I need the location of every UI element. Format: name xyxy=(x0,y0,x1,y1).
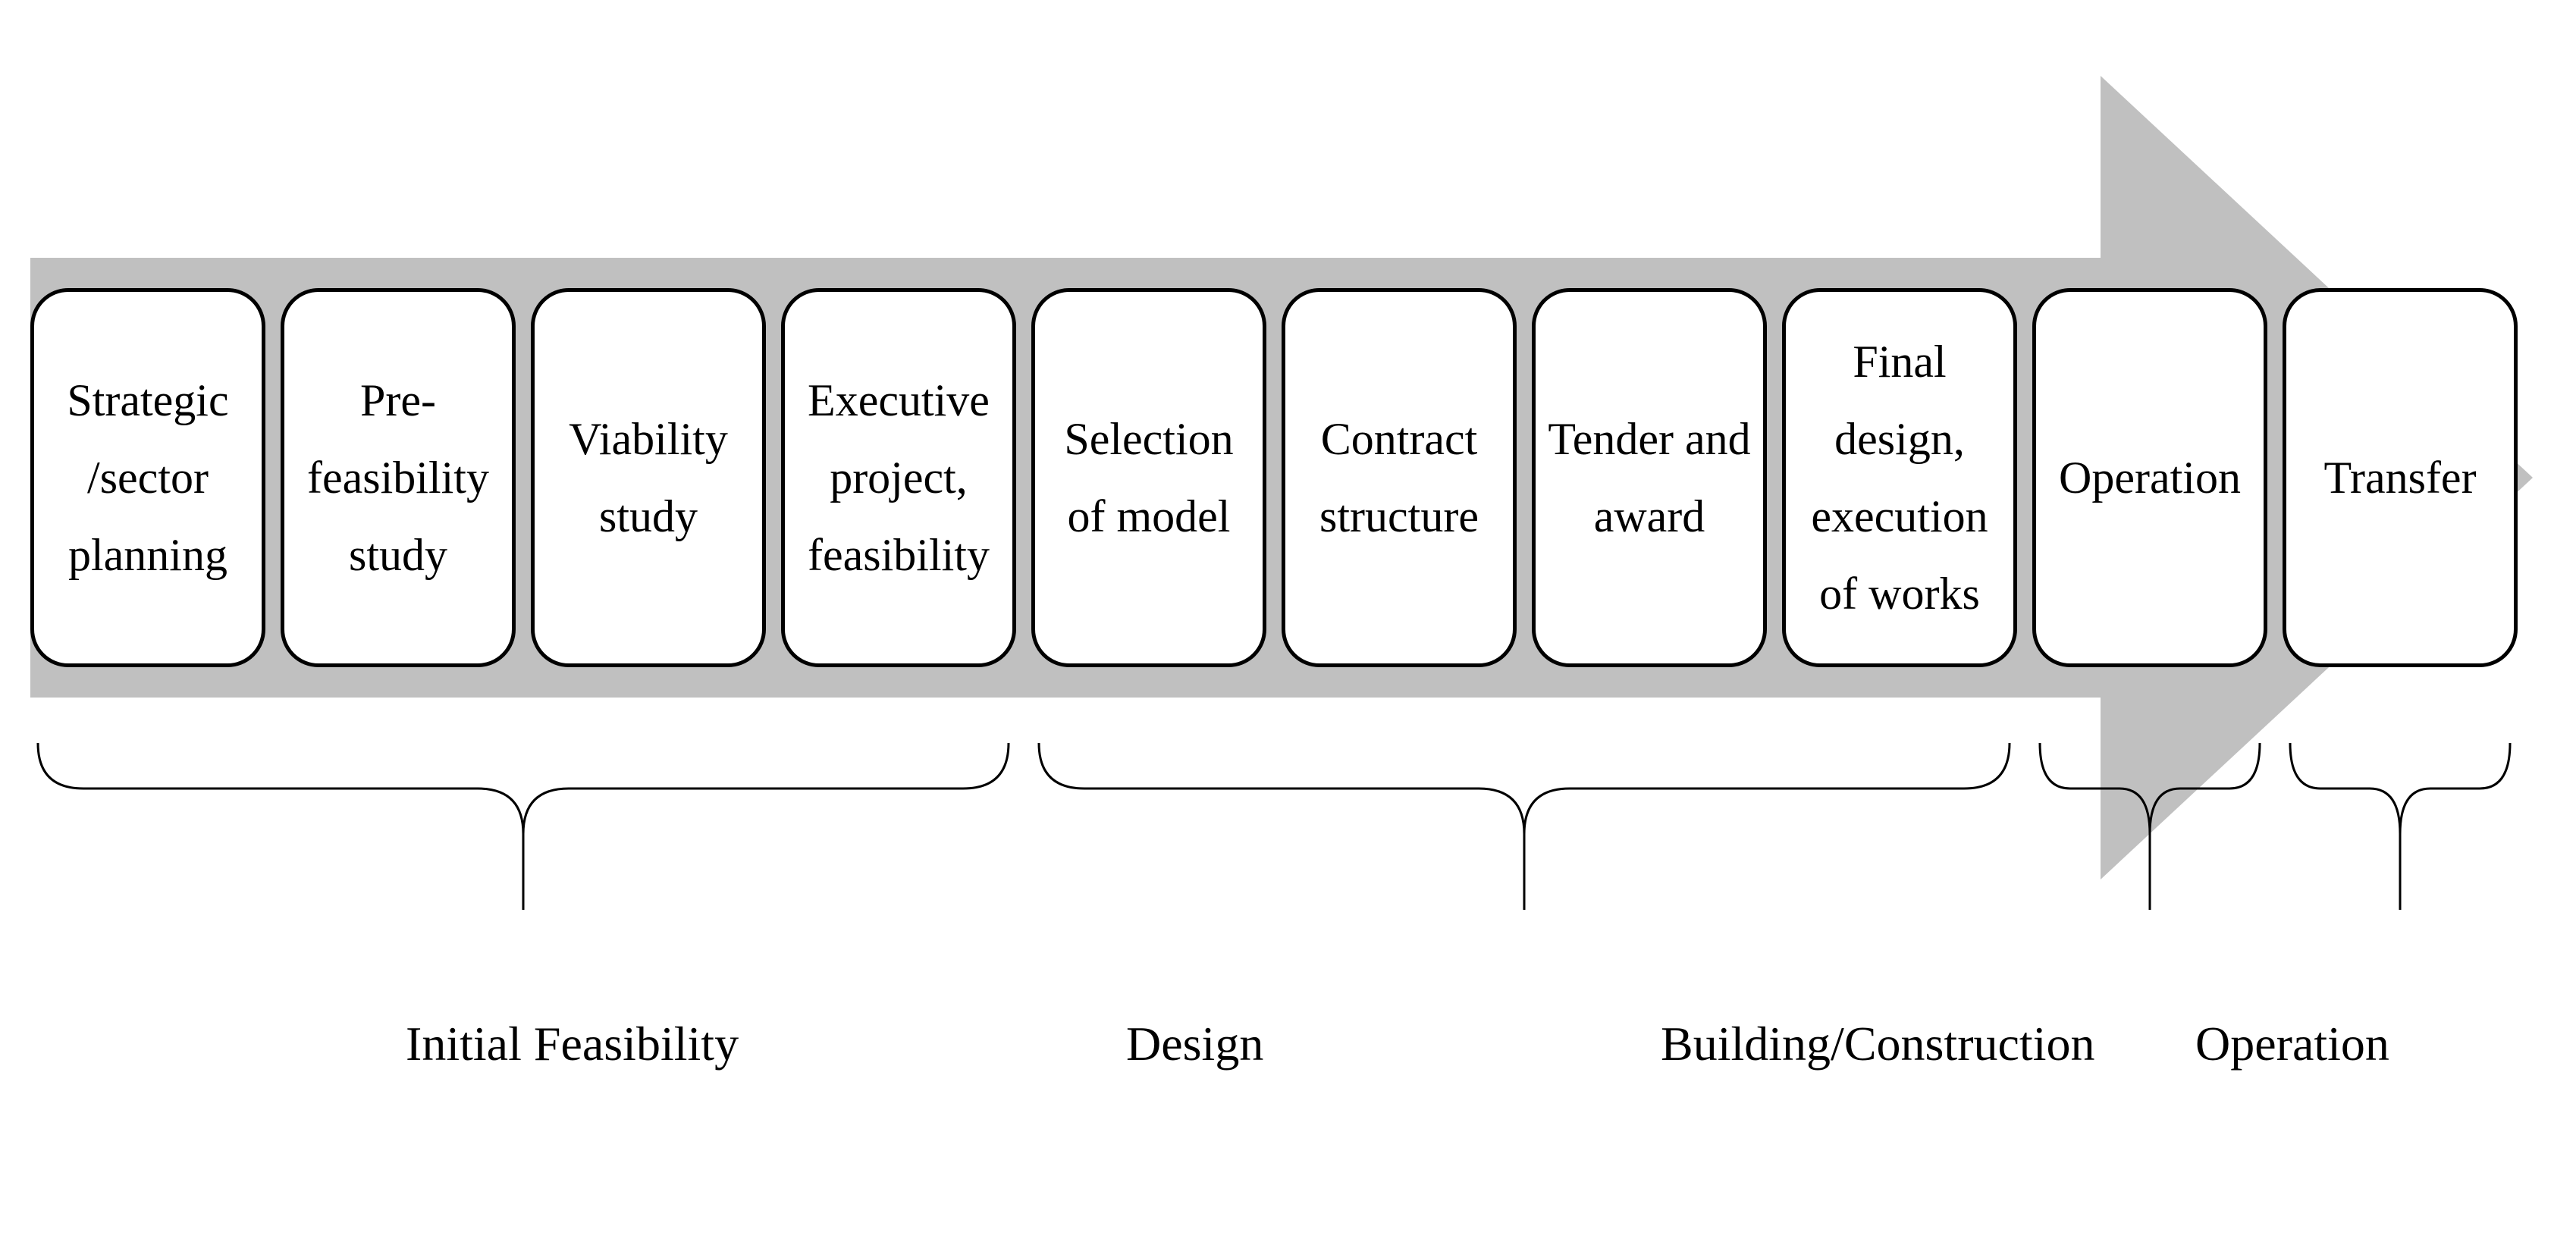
phase-label: Design xyxy=(1126,1016,1263,1072)
stage-label: Selection of model xyxy=(1043,400,1255,555)
stage-box: Pre-feasibility study xyxy=(281,288,516,667)
stage-box: Strategic /sector planning xyxy=(30,288,265,667)
stage-label: Viability study xyxy=(542,400,755,555)
stage-label: Executive project, feasibility xyxy=(792,362,1005,594)
stage-box: Transfer xyxy=(2283,288,2518,667)
process-flow-diagram: Strategic /sector planning Pre-feasibili… xyxy=(30,76,2533,1175)
braces-row xyxy=(30,735,2533,933)
stage-label: Pre-feasibility study xyxy=(292,362,504,594)
stage-label: Final design, execution of works xyxy=(1793,323,2006,632)
stage-label: Tender and award xyxy=(1543,400,1756,555)
stage-box: Final design, execution of works xyxy=(1782,288,2017,667)
stage-box: Executive project, feasibility xyxy=(781,288,1016,667)
stage-box: Tender and award xyxy=(1532,288,1767,667)
stage-label: Operation xyxy=(2059,439,2241,516)
brace-icon xyxy=(30,735,1016,933)
phase-label: Building/Construction xyxy=(1661,1016,2094,1072)
stage-label: Contract structure xyxy=(1293,400,1505,555)
brace-icon xyxy=(2283,735,2518,933)
stage-label: Strategic /sector planning xyxy=(42,362,254,594)
stages-row: Strategic /sector planning Pre-feasibili… xyxy=(30,288,2518,667)
brace-icon xyxy=(1031,735,2017,933)
stage-box: Operation xyxy=(2032,288,2267,667)
stage-box: Selection of model xyxy=(1031,288,1266,667)
phase-label: Initial Feasibility xyxy=(406,1016,739,1072)
phase-label: Operation xyxy=(2195,1016,2389,1072)
stage-box: Viability study xyxy=(531,288,766,667)
stage-box: Contract structure xyxy=(1282,288,1517,667)
phase-labels: Initial Feasibility Design Building/Cons… xyxy=(30,1016,2533,1092)
brace-icon xyxy=(2032,735,2267,933)
stage-label: Transfer xyxy=(2323,439,2476,516)
